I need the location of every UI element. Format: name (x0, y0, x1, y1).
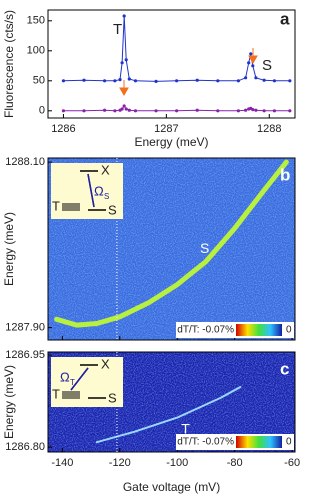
data-point (103, 79, 107, 83)
data-point (120, 107, 124, 111)
level-label: S (108, 202, 117, 217)
colorbar-label: dT/T: -0.07% (177, 325, 234, 336)
data-point (113, 109, 117, 113)
x-tick-label: 1286 (51, 123, 75, 135)
rabi-label: Ω (60, 369, 70, 384)
data-point (195, 78, 199, 82)
data-point (175, 109, 179, 113)
data-point (120, 61, 124, 65)
y-tick-label: 1286.95 (5, 349, 45, 361)
x-tick-label: -100 (166, 457, 188, 469)
data-point (82, 78, 86, 82)
colorbar-label: dT/T: -0.07% (177, 437, 234, 448)
data-point (122, 104, 126, 108)
data-point (251, 108, 255, 112)
data-point (236, 109, 240, 113)
arrow (119, 80, 129, 97)
y-tick-label: 50 (33, 75, 45, 87)
data-point (118, 78, 122, 82)
data-point (254, 108, 258, 112)
figure: 0 50 100 150 Fluorescence (cts/s) 1286 1287 128… (2, 9, 300, 494)
data-point (195, 108, 199, 112)
y-tick-label: 0 (39, 105, 45, 117)
data-point (236, 79, 240, 83)
data-point (251, 64, 255, 68)
x-axis-label: Gate voltage (mV) (123, 480, 220, 494)
plot-frame (47, 351, 296, 453)
data-point (216, 109, 220, 113)
line-label: T (181, 420, 190, 436)
y-tick-label: 100 (27, 45, 45, 57)
data-point (288, 79, 292, 83)
panel-label: a (280, 9, 290, 28)
data-point (272, 109, 277, 113)
resonance-line (95, 386, 242, 444)
data-point (262, 78, 266, 82)
y-tick-label: 1288.10 (5, 156, 45, 168)
data-point (244, 108, 248, 112)
x-tick-label: -80 (227, 457, 243, 469)
data-point (61, 79, 66, 83)
panel-label: c (280, 359, 289, 378)
x-tick-label: 1287 (154, 123, 178, 135)
transition-arrow (70, 367, 89, 391)
rabi-subscript: T (70, 378, 75, 387)
data-point (244, 76, 248, 80)
data-point (154, 109, 158, 113)
level-label: S (108, 390, 117, 405)
data-point (249, 52, 253, 56)
data-point (82, 109, 86, 113)
y-tick-label: 1287.90 (5, 321, 45, 333)
arrow (248, 48, 258, 65)
data-point (175, 79, 179, 83)
x-axis-label: Energy (meV) (134, 135, 208, 149)
data-point (133, 79, 138, 83)
peak-label: T (113, 21, 122, 38)
data-point (127, 108, 131, 112)
line-label: S (200, 240, 209, 256)
colorbar (236, 324, 282, 336)
colorbar-label: 0 (286, 437, 292, 448)
y-tick-label: 1286.80 (5, 441, 45, 453)
level-label: T (52, 198, 60, 213)
x-tick-label: -140 (51, 457, 73, 469)
resonance-line (54, 159, 289, 328)
y-tick-label: 150 (27, 15, 45, 27)
data-point (133, 109, 138, 113)
data-point (122, 14, 126, 18)
data-point (247, 61, 251, 65)
data-point (127, 77, 131, 81)
data-point (288, 109, 292, 113)
x-tick-label: -60 (284, 457, 300, 469)
rabi-label: Ω (94, 183, 104, 198)
data-point (124, 58, 128, 62)
x-tick-label: -120 (109, 457, 131, 469)
y-axis-label: Energy (meV) (2, 212, 16, 286)
colorbar (236, 436, 282, 448)
data-point (262, 109, 266, 113)
data-point (103, 108, 107, 112)
level-label: X (101, 356, 110, 371)
data-point (216, 79, 220, 83)
y-axis-label: Fluorescence (cts/s) (2, 10, 16, 118)
level-label: X (101, 162, 110, 177)
plot-frame (47, 9, 296, 119)
plot-frame (47, 157, 296, 341)
data-point (61, 109, 66, 113)
rabi-subscript: S (104, 192, 109, 201)
data-point (124, 107, 128, 111)
data-point (254, 76, 258, 80)
colorbar-label: 0 (286, 325, 292, 336)
y-axis-label: Energy (meV) (2, 365, 16, 439)
transition-arrow (87, 173, 95, 208)
x-tick-label: 1288 (257, 123, 281, 135)
data-point (154, 79, 158, 83)
data-point (113, 79, 117, 83)
panel-label: b (280, 165, 290, 184)
level-label: T (52, 386, 60, 401)
peak-label: S (262, 57, 272, 74)
data-point (272, 79, 277, 83)
